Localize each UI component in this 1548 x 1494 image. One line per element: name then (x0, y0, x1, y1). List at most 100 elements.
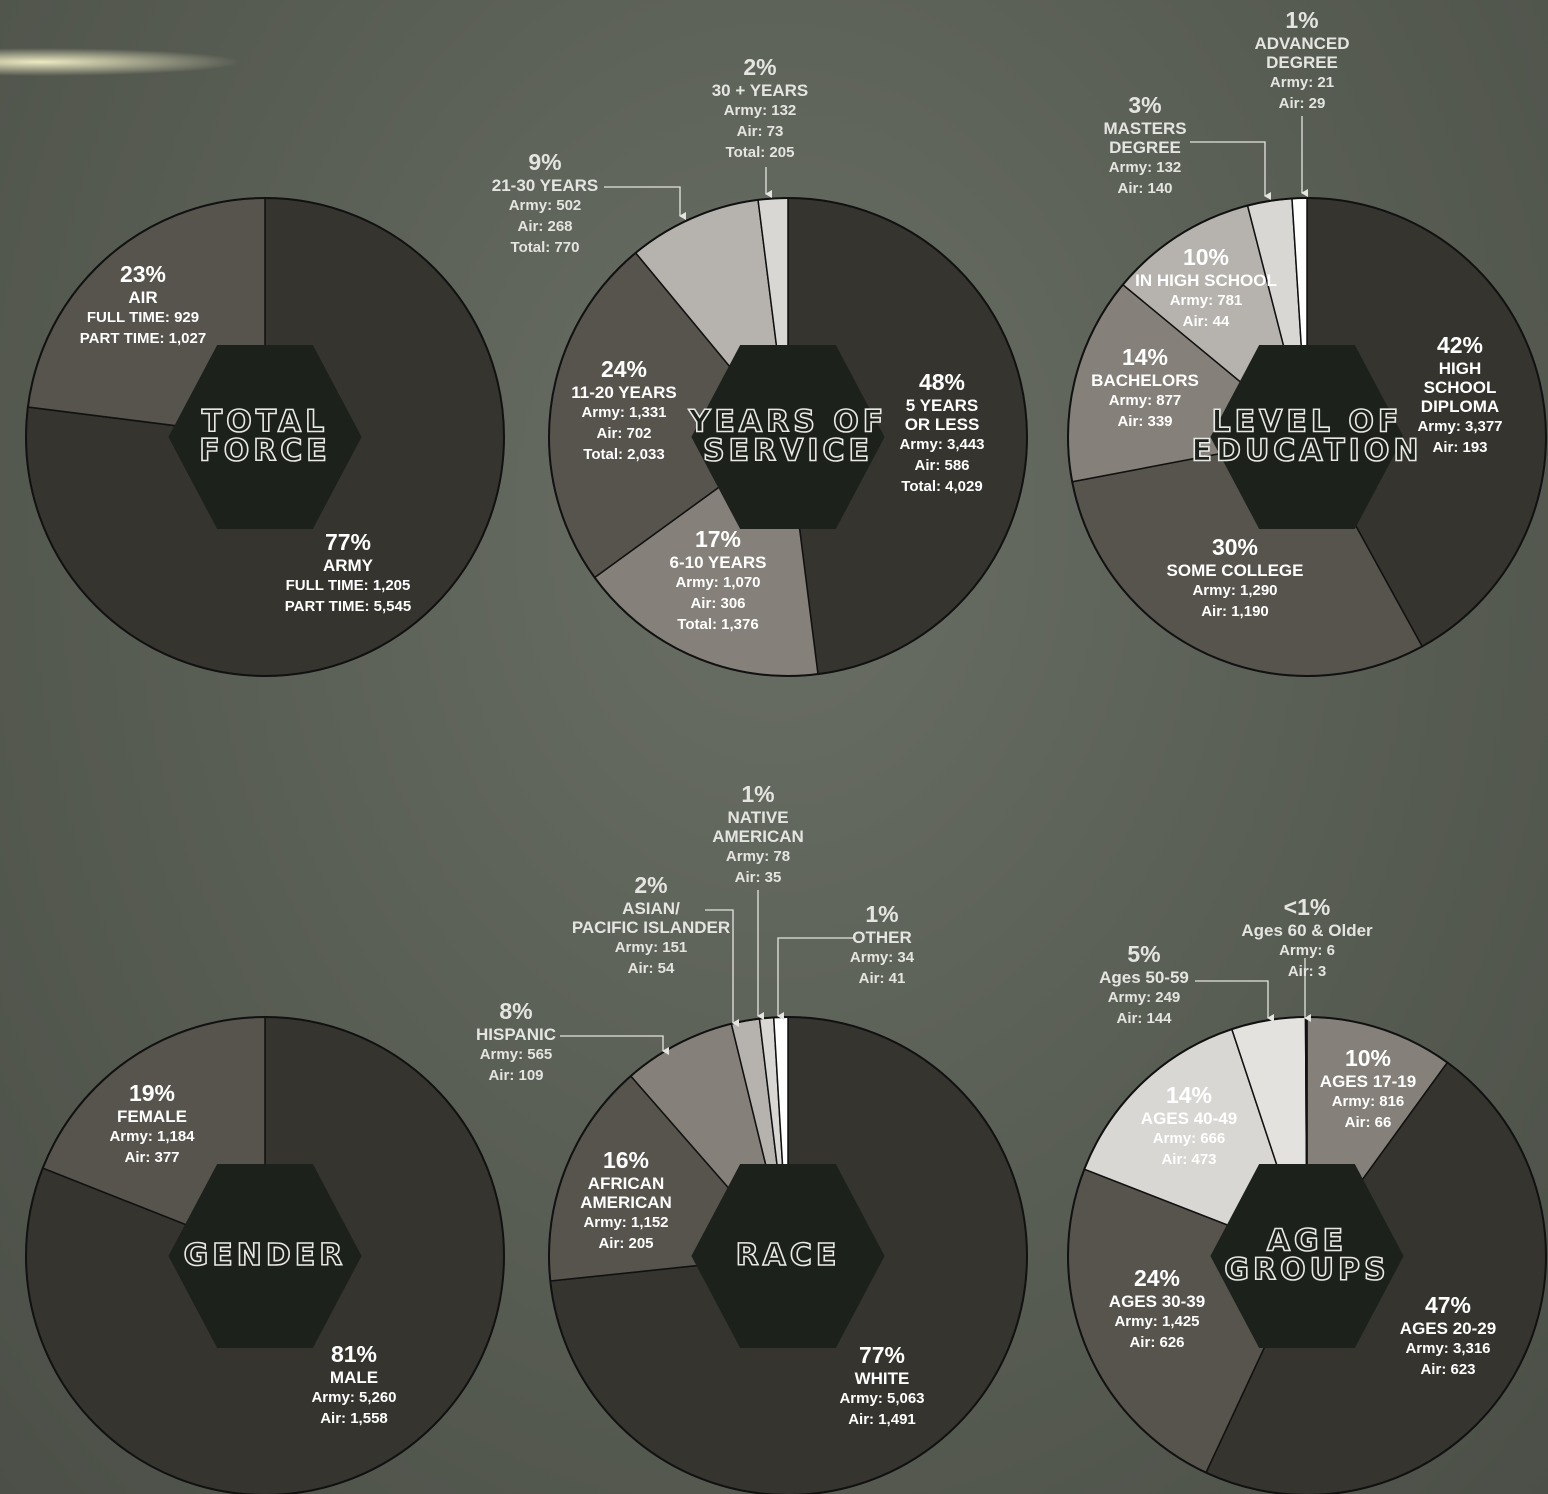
percent-label: 81% (330, 1341, 378, 1367)
slice-label: 1% OTHER Army: 34 Air: 41 (849, 901, 915, 989)
slice-label: 14% BACHELORS Army: 877 Air: 339 (1091, 344, 1199, 432)
detail-label: Air: 1,491 (848, 1411, 916, 1429)
category-label: MASTERS DEGREE (1103, 118, 1187, 157)
detail-label: Army: 877 (1108, 391, 1182, 409)
center-hexagon (1210, 1164, 1404, 1348)
category-label: 21-30 YEARS (491, 175, 599, 195)
slice-label: 24% AGES 30-39 Army: 1,425 Air: 626 (1109, 1265, 1205, 1353)
percent-label: 23% (119, 261, 167, 287)
center-hexagon (168, 345, 362, 529)
detail-label: Army: 21 (1269, 73, 1335, 91)
detail-label: Air: 140 (1117, 180, 1173, 198)
detail-label: Air: 3 (1287, 963, 1327, 981)
detail-label: Army: 666 (1152, 1129, 1226, 1147)
slice-label: 24% 11-20 YEARS Army: 1,331 Air: 702 Total: … (571, 356, 677, 466)
pie-outline (1067, 197, 1547, 677)
pie (548, 1016, 1028, 1494)
detail-label: Total: 770 (510, 239, 580, 257)
detail-label: Air: 44 (1182, 313, 1230, 331)
percent-label: 10% (1344, 1045, 1392, 1071)
center-hexagon (691, 1164, 885, 1348)
chart-title: LEVEL OF EDUCATION (1191, 404, 1423, 468)
percent-label: 10% (1182, 244, 1230, 270)
detail-label: Army: 565 (479, 1045, 553, 1063)
detail-label: Army: 3,316 (1405, 1339, 1491, 1357)
detail-label: Air: 144 (1116, 1010, 1172, 1028)
percent-label: 77% (324, 529, 372, 555)
percent-label: 77% (858, 1342, 906, 1368)
pie (1067, 197, 1547, 677)
detail-label: Army: 151 (614, 938, 688, 956)
percent-label: 9% (528, 149, 562, 175)
slice-label: 3% MASTERS DEGREE Army: 132 Air: 140 (1103, 92, 1187, 199)
category-label: HIGH SCHOOL DIPLOMA (1420, 358, 1500, 416)
detail-label: Army: 1,290 (1192, 581, 1278, 599)
pie-outline (548, 197, 1028, 677)
detail-label: Army: 1,331 (581, 403, 667, 421)
category-label: 5 YEARS OR LESS (904, 395, 980, 434)
chart-title: AGE GROUPS (1224, 1223, 1390, 1287)
detail-label: FULL TIME: 1,205 (285, 576, 411, 594)
leader-line (777, 937, 855, 1020)
slice-label: 2% ASIAN/ PACIFIC ISLANDER Army: 151 Air: 5… (572, 872, 730, 979)
slice-label: 8% HISPANIC Army: 565 Air: 109 (476, 998, 556, 1086)
percent-label: 24% (600, 356, 648, 382)
detail-label: Air: 193 (1432, 439, 1488, 457)
chart-title: TOTAL FORCE (198, 404, 331, 468)
pie (25, 197, 505, 677)
detail-label: PART TIME: 1,027 (79, 330, 207, 348)
slice-label: 10% AGES 17-19 Army: 816 Air: 66 (1320, 1045, 1416, 1133)
percent-label: 14% (1165, 1082, 1213, 1108)
detail-label: Air: 306 (690, 595, 746, 613)
chart-title: RACE (735, 1237, 841, 1273)
detail-label: Army: 3,443 (899, 435, 985, 453)
detail-label: Army: 6 (1279, 941, 1335, 959)
slice-label: 77% ARMY FULL TIME: 1,205 PART TIME: 5,545 (285, 529, 411, 617)
percent-label: 2% (743, 54, 777, 80)
detail-label: Army: 132 (1108, 158, 1182, 176)
category-label: ARMY (322, 555, 374, 575)
slice-label: 5% Ages 50-59 Army: 249 Air: 144 (1099, 941, 1189, 1029)
detail-label: Air: 66 (1344, 1114, 1392, 1132)
detail-label: Air: 473 (1161, 1151, 1217, 1169)
detail-label: Air: 623 (1420, 1361, 1476, 1379)
pie (548, 197, 1028, 677)
percent-label: 1% (865, 901, 899, 927)
percent-label: 24% (1133, 1265, 1181, 1291)
detail-label: Total: 4,029 (901, 478, 983, 496)
leader-line (705, 909, 739, 1027)
percent-label: 8% (499, 998, 533, 1024)
slice-label: <1% Ages 60 & Older Army: 6 Air: 3 (1241, 894, 1373, 982)
center-hexagon (1210, 345, 1404, 529)
detail-label: FULL TIME: 929 (86, 308, 200, 326)
category-label: MALE (329, 1367, 379, 1387)
category-label: WHITE (854, 1368, 910, 1388)
slice-label: 2% 30 + YEARS Army: 132 Air: 73 Total: 205 (712, 54, 809, 164)
category-label: BACHELORS (1091, 370, 1199, 390)
detail-label: Air: 29 (1278, 95, 1326, 113)
detail-label: Air: 109 (488, 1067, 544, 1085)
category-label: FEMALE (117, 1106, 187, 1126)
chart-title: YEARS OF SERVICE (688, 404, 888, 468)
detail-label: Army: 1,070 (675, 573, 761, 591)
slice-label: 30% SOME COLLEGE Army: 1,290 Air: 1,190 (1166, 534, 1304, 622)
detail-label: Air: 54 (627, 960, 675, 978)
pie-outline (25, 1016, 505, 1494)
detail-label: Total: 1,376 (677, 616, 759, 634)
category-label: Ages 60 & Older (1241, 920, 1373, 940)
leader-line (604, 186, 686, 220)
percent-label: <1% (1283, 894, 1331, 920)
percent-label: 3% (1128, 92, 1162, 118)
detail-label: Army: 5,063 (839, 1389, 925, 1407)
detail-label: Army: 249 (1107, 988, 1181, 1006)
detail-label: Army: 34 (849, 948, 915, 966)
chart-title: GENDER (183, 1237, 347, 1273)
detail-label: Air: 1,558 (320, 1410, 388, 1428)
category-label: 6-10 YEARS (669, 552, 767, 572)
detail-label: Air: 35 (734, 869, 782, 887)
category-label: IN HIGH SCHOOL (1135, 270, 1277, 290)
percent-label: 19% (128, 1080, 176, 1106)
category-label: SOME COLLEGE (1166, 560, 1304, 580)
slice-label: 47% AGES 20-29 Army: 3,316 Air: 623 (1400, 1292, 1496, 1380)
